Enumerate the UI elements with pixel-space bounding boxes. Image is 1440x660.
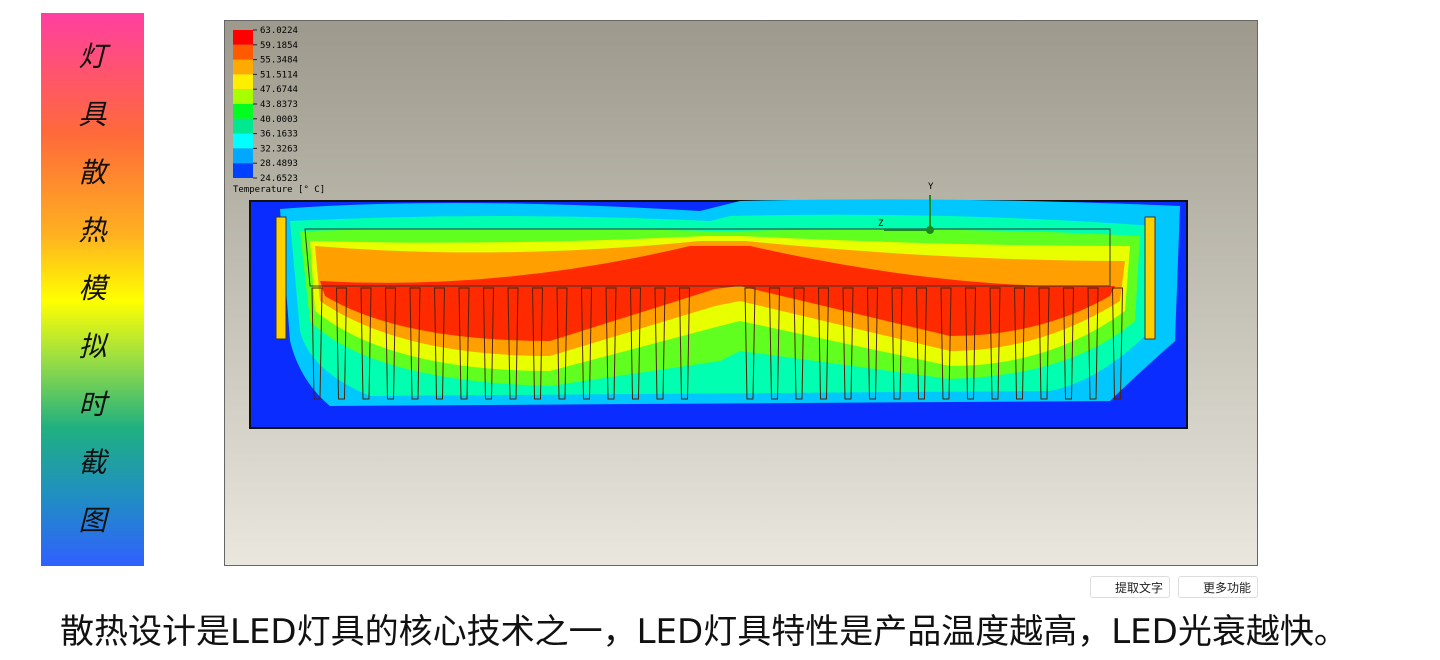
legend-swatch — [233, 59, 253, 75]
legend-swatch — [233, 30, 253, 45]
fin — [964, 287, 977, 400]
fin — [989, 287, 1001, 400]
fin — [384, 287, 397, 400]
fin — [891, 287, 903, 400]
legend-swatch — [233, 104, 253, 119]
title-bar: 灯具散热模拟时截图 — [41, 13, 144, 566]
fin — [866, 287, 879, 400]
legend-label: 43.8373 — [260, 100, 298, 110]
title-char: 灯 — [78, 40, 107, 73]
legend-swatch — [233, 89, 253, 104]
simulation-panel: 63.0224 59.1854 55.3484 51.5114 47.6744 43.83… — [224, 20, 1258, 566]
legend-swatch — [233, 74, 253, 90]
fin — [531, 287, 544, 400]
fin — [409, 287, 421, 400]
fin — [1062, 287, 1075, 400]
legend-swatch — [233, 148, 253, 164]
heat-model — [249, 199, 1188, 429]
fin — [580, 287, 593, 400]
legend-swatch — [233, 44, 253, 60]
fin — [768, 287, 781, 400]
fin — [678, 287, 691, 400]
title-char: 热 — [78, 214, 107, 247]
fin — [842, 287, 854, 400]
legend-title: Temperature [° C] — [233, 185, 325, 195]
fin — [360, 287, 372, 400]
legend-label: 51.5114 — [260, 70, 298, 80]
fin — [940, 287, 952, 400]
legend-label: 32.3263 — [260, 144, 298, 154]
fin — [433, 287, 446, 400]
fin — [654, 287, 666, 400]
fin — [817, 287, 830, 400]
legend-label: 47.6744 — [260, 85, 298, 95]
legend-swatch — [233, 163, 253, 178]
fin — [311, 287, 323, 400]
fin — [1013, 287, 1026, 400]
axis-triad: Y Z — [878, 182, 934, 234]
legend-label: 28.4893 — [260, 159, 298, 169]
fin — [482, 287, 495, 400]
title-char: 具 — [78, 98, 107, 131]
legend: 63.0224 59.1854 55.3484 51.5114 47.6744 43.83… — [233, 26, 325, 195]
fin — [605, 287, 617, 400]
legend-label: 59.1854 — [260, 41, 298, 51]
legend-label: 24.6523 — [260, 174, 298, 184]
legend-swatch — [233, 118, 253, 134]
more-button[interactable]: 更多功能 — [1178, 576, 1258, 598]
axis-label: Z — [878, 219, 884, 229]
fin — [556, 287, 568, 400]
legend-label: 63.0224 — [260, 26, 298, 36]
title-char: 散 — [78, 156, 107, 189]
fin — [458, 287, 470, 400]
axis-label: Y — [928, 182, 934, 192]
fin — [915, 287, 928, 400]
title-char: 图 — [78, 504, 107, 537]
caption: 散热设计是LED灯具的核心技术之一，LED灯具特性是产品温度越高，LED光衰越快… — [60, 612, 1348, 652]
fin — [629, 287, 642, 400]
title-char: 截 — [78, 446, 107, 479]
fin — [744, 287, 756, 400]
title-char: 拟 — [78, 330, 107, 363]
fin — [335, 287, 348, 400]
legend-label: 36.1633 — [260, 130, 298, 140]
fin — [1111, 287, 1124, 400]
fin — [793, 287, 805, 400]
title-char: 模 — [78, 272, 107, 305]
fin — [507, 287, 519, 400]
fin — [1087, 287, 1099, 400]
legend-swatch — [233, 133, 253, 149]
fin — [1038, 287, 1050, 400]
legend-label: 40.0003 — [260, 115, 298, 125]
legend-label: 55.3484 — [260, 56, 298, 66]
extract-text-button[interactable]: 提取文字 — [1090, 576, 1170, 598]
title-char: 时 — [78, 388, 107, 421]
